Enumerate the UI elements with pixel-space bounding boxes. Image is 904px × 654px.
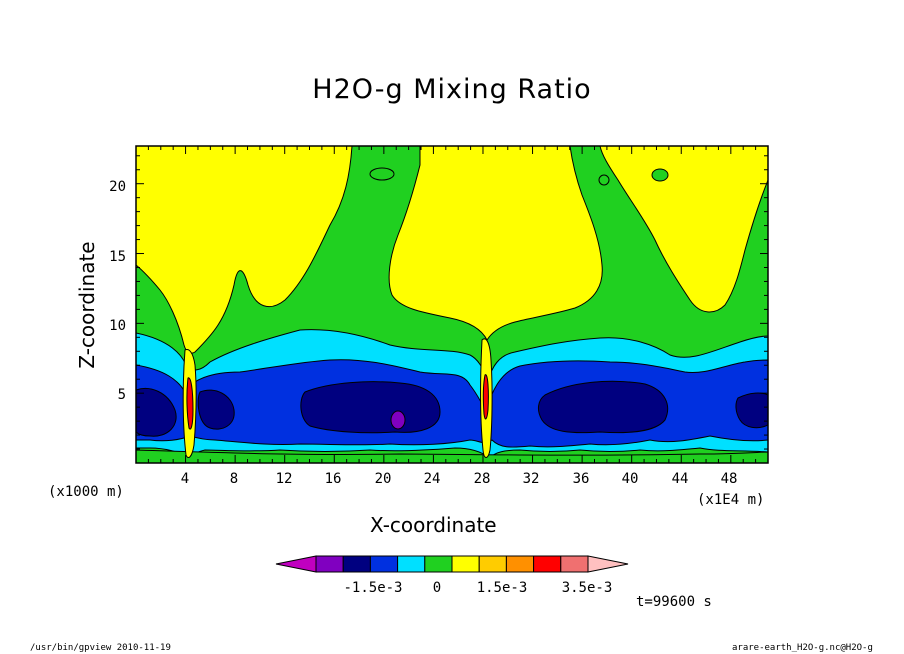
- colorbar-swatch: [424, 555, 453, 573]
- plot-frame: [135, 145, 769, 464]
- x-tick-label: 4: [181, 471, 189, 487]
- footer-right: arare-earth_H2O-g.nc@H2O-g: [732, 643, 873, 653]
- x-tick-label: 12: [276, 471, 293, 487]
- x-unit-right: (x1E4 m): [697, 492, 765, 508]
- x-tick-labels: 4 8 12 16 20 24 28 32 36 40 44 48: [181, 471, 738, 487]
- colorbar-swatch: [505, 555, 535, 573]
- colorbar-swatch: [478, 555, 507, 573]
- contour-region-yellow: [599, 146, 768, 313]
- colorbar-swatch: [275, 555, 317, 573]
- time-label: t=99600 s: [636, 594, 712, 610]
- colorbar: [275, 555, 629, 573]
- y-tick-label: 5: [118, 387, 126, 403]
- contour-region-purple: [390, 410, 406, 430]
- colorbar-labels: -1.5e-3 0 1.5e-3 3.5e-3: [343, 580, 612, 596]
- colorbar-label: 1.5e-3: [477, 580, 528, 596]
- x-tick-label: 16: [325, 471, 342, 487]
- y-axis-label: Z-coordinate: [75, 241, 99, 369]
- x-tick-label: 48: [721, 471, 738, 487]
- colorbar-label: 0: [433, 580, 441, 596]
- x-tick-label: 24: [424, 471, 441, 487]
- x-axis-label: X-coordinate: [370, 513, 497, 537]
- y-tick-labels: 5 10 15 20: [109, 179, 126, 403]
- colorbar-swatch: [369, 555, 399, 573]
- y-tick-label: 20: [109, 179, 126, 195]
- colorbar-swatch: [315, 555, 344, 573]
- colorbar-label: -1.5e-3: [343, 580, 402, 596]
- contour-region-navy: [197, 389, 235, 430]
- colorbar-swatch: [560, 555, 589, 573]
- contour-region-navy: [735, 392, 768, 429]
- x-tick-label: 8: [230, 471, 238, 487]
- y-tick-label: 15: [109, 249, 126, 265]
- axis-ticks: [136, 146, 769, 463]
- contour-region-navy: [537, 380, 669, 434]
- contour-field: [136, 146, 768, 463]
- x-tick-label: 20: [375, 471, 392, 487]
- contour-region-yellow: [388, 146, 603, 342]
- contour-region-navy: [300, 381, 441, 434]
- x-tick-label: 36: [573, 471, 590, 487]
- x-tick-label: 40: [622, 471, 639, 487]
- colorbar-swatch: [397, 555, 426, 573]
- colorbar-swatch: [587, 555, 629, 573]
- colorbar-swatch: [533, 555, 562, 573]
- contour-region-navy: [136, 387, 177, 437]
- chart-title: H2O-g Mixing Ratio: [312, 74, 592, 105]
- colorbar-swatch: [342, 555, 371, 573]
- colorbar-swatch: [451, 555, 480, 573]
- colorbar-label: 3.5e-3: [562, 580, 613, 596]
- x-tick-label: 32: [523, 471, 540, 487]
- contour-region-red: [186, 377, 194, 430]
- contour-region-green: [136, 449, 768, 463]
- contour-region-yellow: [136, 146, 353, 354]
- x-unit-left: (x1000 m): [48, 484, 124, 500]
- x-tick-label: 28: [474, 471, 491, 487]
- x-tick-label: 44: [672, 471, 689, 487]
- y-tick-label: 10: [109, 318, 126, 334]
- contour-region-red: [482, 374, 489, 420]
- footer-left: /usr/bin/gpview 2010-11-19: [30, 643, 171, 653]
